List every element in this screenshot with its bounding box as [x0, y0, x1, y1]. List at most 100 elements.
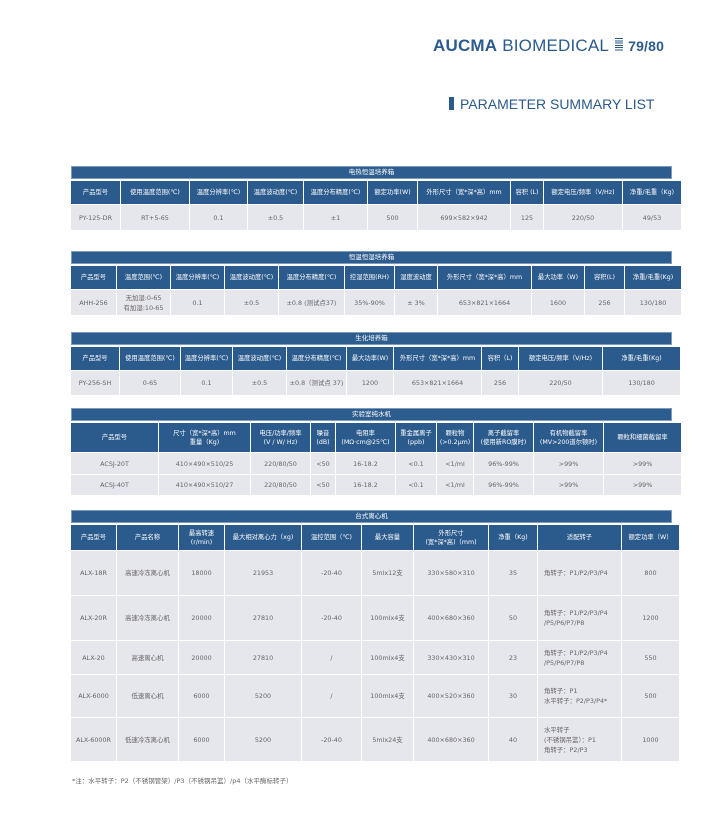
table-cell: 125	[511, 205, 543, 231]
table-cell: ALX-20R	[71, 596, 116, 641]
table-header-row: 产品型号 产品名称 最高转速 (r/min) 最大相对离心力（xg) 温控范围（℃) 最大…	[71, 525, 679, 551]
column-header: 温度分布精度(℃)	[287, 347, 346, 371]
table-cell: ALX-20	[71, 641, 116, 675]
table-cell: 0.1	[171, 290, 224, 316]
table-row: ALX-20R 高速冷冻离心机 20000 27810 -20-40 100mlx4支 40…	[71, 596, 679, 641]
table-title: 电热恒温培养箱	[71, 166, 672, 179]
table-cell: 角转子：P1/P2/P3/P4 /P5/P6/P7/P8	[538, 596, 621, 641]
table-row: AHH-256 无加湿:0-65 有加湿:10-65 0.1 ±0.5 ±0.8 (测试…	[71, 290, 681, 316]
table-cell: 5mlx24支	[362, 718, 413, 762]
table-cell: ± 3%	[395, 290, 437, 316]
table-row: ALX-6000 低速离心机 6000 5200/100mlx4支 400×520×36…	[71, 675, 679, 718]
table-cell: 0-65	[120, 371, 180, 396]
table-water-purifier: 实验室纯水机 产品型号 尺寸（宽*深*高）mm 重量（Kg) 电压/功率/频率 (V …	[71, 408, 681, 496]
table-cell: 低速冷冻离心机	[117, 718, 178, 762]
table-cell: /	[302, 641, 361, 675]
table-cell: -20-40	[302, 551, 361, 596]
table-cell: 96%-99%	[474, 475, 533, 496]
column-header: 产品型号	[71, 266, 116, 290]
table-title: 恒温恒湿培养箱	[71, 251, 672, 264]
column-header: 外形尺寸（宽*深*高）mm	[418, 181, 510, 205]
column-header: 净重/毛重(Kg)	[625, 266, 681, 290]
table-cell: 653×821×1664	[438, 290, 531, 316]
column-header: 尺寸（宽*深*高）mm 重量（Kg)	[159, 423, 250, 453]
table-cell: 96%-99%	[474, 453, 533, 475]
column-header: 最大功率(W)	[347, 347, 393, 371]
table-cell: >99%	[604, 453, 681, 475]
table-cell: PY-125-DR	[71, 205, 120, 231]
table-cell: 5mlx12支	[362, 551, 413, 596]
column-header: 噪音 (dB)	[311, 423, 335, 453]
column-header: 产品名称	[117, 525, 178, 551]
table-row: PY-256-SH 0-65 0.1 ±0.5 ±0.8（测试点 37) 1200 653×…	[71, 371, 680, 396]
table-row: ALX-20 高速离心机 20000 27810/100mlx4支 330×430×31…	[71, 641, 679, 675]
column-header: 外形尺寸（宽*深*高）mm	[394, 347, 481, 371]
column-header: 重金属离子 (ppb)	[396, 423, 436, 453]
table-cell: <50	[311, 453, 335, 475]
column-header: 颗粒物 (>0.2μm)	[437, 423, 473, 453]
column-header: 产品型号	[71, 181, 120, 205]
column-header: 最大相对离心力（xg)	[225, 525, 301, 551]
table-cell: 20000	[179, 596, 224, 641]
table-cell: 653×821×1664	[394, 371, 481, 396]
table-cell: ±0.5	[225, 290, 278, 316]
column-header: 额定功率（W）	[622, 525, 679, 551]
column-header: 有机物截留率 (MV>200道尔顿时)	[534, 423, 603, 453]
column-header: 温度分辨率(℃)	[190, 181, 247, 205]
column-header: 控湿范围(RH)	[345, 266, 394, 290]
table-cell: 40	[489, 718, 537, 762]
table-cell: 20000	[179, 641, 224, 675]
column-header: 颗粒和细菌截留率	[604, 423, 681, 453]
table-title: 台式离心机	[71, 510, 672, 523]
table-cell: 0.1	[181, 371, 232, 396]
column-header: 额定电压/频率（V/Hz)	[544, 181, 622, 205]
table-cell: 21953	[225, 551, 301, 596]
table-centrifuge: 台式离心机产品型号 产品名称 最高转速 (r/min) 最大相对离心力（xg) 温控范围…	[71, 510, 679, 762]
table-cell: >99%	[534, 453, 603, 475]
brand-name-bold: AUCMA	[433, 36, 498, 55]
table-cell: 低速离心机	[117, 675, 178, 718]
table-cell: ±1	[304, 205, 367, 231]
table-cell: ±0.5	[233, 371, 286, 396]
column-header: 外形尺寸（宽*深*高）mm	[438, 266, 531, 290]
column-header: 温度分布精度(℃)	[279, 266, 344, 290]
table-cell: 100mlx4支	[362, 641, 413, 675]
table-cell: 16-18.2	[336, 475, 395, 496]
column-header: 适配转子	[538, 525, 621, 551]
column-header: 额定功率(W)	[368, 181, 417, 205]
column-header: 使用温度范围(℃)	[120, 347, 180, 371]
table-title: 生化培养箱	[71, 332, 672, 345]
column-header: 最大功率（W)	[532, 266, 584, 290]
table-cell: 130/180	[603, 371, 680, 396]
table-cell: >99%	[534, 475, 603, 496]
table-cell: 高速冷冻离心机	[117, 551, 178, 596]
table-cell: 高速离心机	[117, 641, 178, 675]
table-climate-chamber: 恒温恒湿培养箱 产品型号 温度范围(℃) 温度分辨率(℃) 温度波动度(℃) 温度分布精度…	[71, 251, 681, 316]
table-cell: 27810	[225, 641, 301, 675]
table-cell: ±0.8（测试点 37)	[287, 371, 346, 396]
column-header: 最大容量	[362, 525, 413, 551]
table-cell: ACSJ-40T	[71, 475, 158, 496]
column-header: 产品型号	[71, 525, 116, 551]
table-cell: 1200	[622, 596, 679, 641]
table-cell: <0.1	[396, 475, 436, 496]
page-number: 79/80	[628, 38, 665, 54]
table-cell: 18000	[179, 551, 224, 596]
table-cell: RT+5-65	[121, 205, 189, 231]
column-header: 温度波动度(℃)	[233, 347, 286, 371]
table-cell: ALX-6000R	[71, 718, 116, 762]
column-header: 温度波动度(℃)	[225, 266, 278, 290]
table-cell: 0.1	[190, 205, 247, 231]
table-cell: 500	[622, 675, 679, 718]
section-marker-icon	[449, 97, 454, 110]
table-cell: 无加湿:0-65 有加湿:10-65	[117, 290, 170, 316]
table-cell: 1600	[532, 290, 584, 316]
table-cell: 35	[489, 551, 537, 596]
table-cell: 400×680×360	[414, 596, 488, 641]
column-header: 温度分辨率(℃)	[181, 347, 232, 371]
table-row: PY-125-DR RT+5-65 0.1 ±0.5 ±1 500 699×582×942 1…	[71, 205, 681, 231]
table-cell: 27810	[225, 596, 301, 641]
column-header: 净重（Kg)	[489, 525, 537, 551]
table-cell: <0.1	[396, 453, 436, 475]
table-header-row: 产品型号 尺寸（宽*深*高）mm 重量（Kg) 电压/功率/频率 (V / W/ H…	[71, 423, 681, 453]
